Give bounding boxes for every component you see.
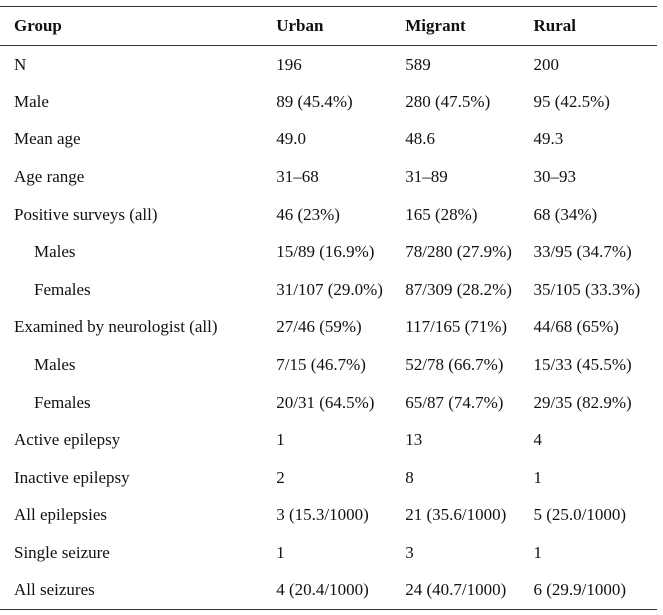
header-group: Group: [14, 16, 62, 35]
cell-urban: 89 (45.4%): [276, 91, 353, 111]
cell-migrant: 280 (47.5%): [405, 91, 491, 111]
cell-rural: 68 (34%): [533, 204, 598, 224]
cell-migrant: 48.6: [405, 129, 435, 149]
table-row: Examined by neurologist (all) 27/46 (59%)…: [0, 309, 657, 347]
cell-rural: 15/33 (45.5%): [533, 355, 632, 375]
cell-urban: 15/89 (16.9%): [276, 242, 375, 262]
table-row: All seizures 4 (20.4/1000) 24 (40.7/1000) 6…: [0, 572, 657, 610]
cell-migrant: 8: [405, 467, 414, 487]
cell-rural: 44/68 (65%): [533, 317, 619, 337]
table-row: Males 15/89 (16.9%) 78/280 (27.9%) 33/95 (3…: [0, 233, 657, 271]
table-row: Inactive epilepsy 2 8 1: [0, 459, 657, 497]
row-label: Male: [14, 91, 49, 111]
cell-rural: 33/95 (34.7%): [533, 242, 632, 262]
cell-rural: 95 (42.5%): [533, 91, 610, 111]
table-row: Males 7/15 (46.7%) 52/78 (66.7%) 15/33 (45.…: [0, 346, 657, 384]
cell-urban: 20/31 (64.5%): [276, 392, 375, 412]
cell-migrant: 165 (28%): [405, 204, 478, 224]
row-label: Examined by neurologist (all): [14, 317, 218, 337]
data-table: Group Urban Migrant Rural N 196 589 200 Male…: [0, 6, 657, 610]
cell-rural: 4: [533, 430, 542, 450]
cell-urban: 49.0: [276, 129, 306, 149]
row-label: All epilepsies: [14, 505, 108, 525]
row-label: N: [14, 54, 27, 74]
row-label: Age range: [14, 167, 85, 187]
row-label: Positive surveys (all): [14, 204, 158, 224]
table-row: Male 89 (45.4%) 280 (47.5%) 95 (42.5%): [0, 83, 657, 121]
table-header: Group Urban Migrant Rural: [0, 6, 657, 46]
row-label: Mean age: [14, 129, 81, 149]
cell-urban: 31/107 (29.0%): [276, 279, 383, 299]
header-migrant: Migrant: [405, 16, 466, 35]
table-body: N 196 589 200 Male 89 (45.4%) 280 (47.5%) 95 (4…: [0, 46, 657, 610]
cell-urban: 2: [276, 467, 285, 487]
row-label: Single seizure: [14, 543, 110, 563]
cell-urban: 27/46 (59%): [276, 317, 362, 337]
table-row: Mean age 49.0 48.6 49.3: [0, 121, 657, 159]
cell-migrant: 31–89: [405, 167, 448, 187]
row-label: Inactive epilepsy: [14, 467, 130, 487]
cell-migrant: 87/309 (28.2%): [405, 279, 512, 299]
table-row: All epilepsies 3 (15.3/1000) 21 (35.6/1000…: [0, 497, 657, 535]
table-row: Females 20/31 (64.5%) 65/87 (74.7%) 29/35 (…: [0, 384, 657, 422]
table-row: Positive surveys (all) 46 (23%) 165 (28%) 6…: [0, 196, 657, 234]
table-row: Females 31/107 (29.0%) 87/309 (28.2%) 35/10…: [0, 271, 657, 309]
cell-migrant: 589: [405, 54, 431, 74]
cell-migrant: 3: [405, 543, 414, 563]
cell-rural: 35/105 (33.3%): [533, 279, 641, 299]
table-row: Age range 31–68 31–89 30–93: [0, 158, 657, 196]
cell-migrant: 78/280 (27.9%): [405, 242, 512, 262]
cell-rural: 30–93: [533, 167, 576, 187]
cell-migrant: 13: [405, 430, 423, 450]
header-row: Group Urban Migrant Rural: [0, 7, 657, 46]
cell-urban: 31–68: [276, 167, 319, 187]
cell-migrant: 117/165 (71%): [405, 317, 508, 337]
cell-urban: 7/15 (46.7%): [276, 355, 366, 375]
cell-rural: 6 (29.9/1000): [533, 580, 627, 600]
cell-migrant: 21 (35.6/1000): [405, 505, 507, 525]
cell-rural: 1: [533, 467, 542, 487]
cell-urban: 1: [276, 430, 285, 450]
cell-rural: 5 (25.0/1000): [533, 505, 627, 525]
cell-urban: 4 (20.4/1000): [276, 580, 369, 600]
cell-urban: 1: [276, 543, 285, 563]
row-label: Active epilepsy: [14, 430, 121, 450]
row-label: Males: [34, 355, 76, 375]
cell-urban: 3 (15.3/1000): [276, 505, 369, 525]
cell-rural: 1: [533, 543, 542, 563]
row-label: Females: [34, 392, 91, 412]
table-row: N 196 589 200: [0, 46, 657, 84]
cell-rural: 49.3: [533, 129, 564, 149]
cell-rural: 200: [533, 54, 559, 74]
row-label: All seizures: [14, 580, 95, 600]
cell-urban: 196: [276, 54, 302, 74]
row-label: Males: [34, 242, 76, 262]
cell-rural: 29/35 (82.9%): [533, 392, 632, 412]
table-row: Single seizure 1 3 1: [0, 534, 657, 572]
header-rural: Rural: [533, 16, 576, 35]
row-label: Females: [34, 279, 91, 299]
table-row: Active epilepsy 1 13 4: [0, 421, 657, 459]
cell-migrant: 52/78 (66.7%): [405, 355, 504, 375]
cell-urban: 46 (23%): [276, 204, 340, 224]
cell-migrant: 65/87 (74.7%): [405, 392, 504, 412]
cell-migrant: 24 (40.7/1000): [405, 580, 507, 600]
header-urban: Urban: [276, 16, 324, 35]
